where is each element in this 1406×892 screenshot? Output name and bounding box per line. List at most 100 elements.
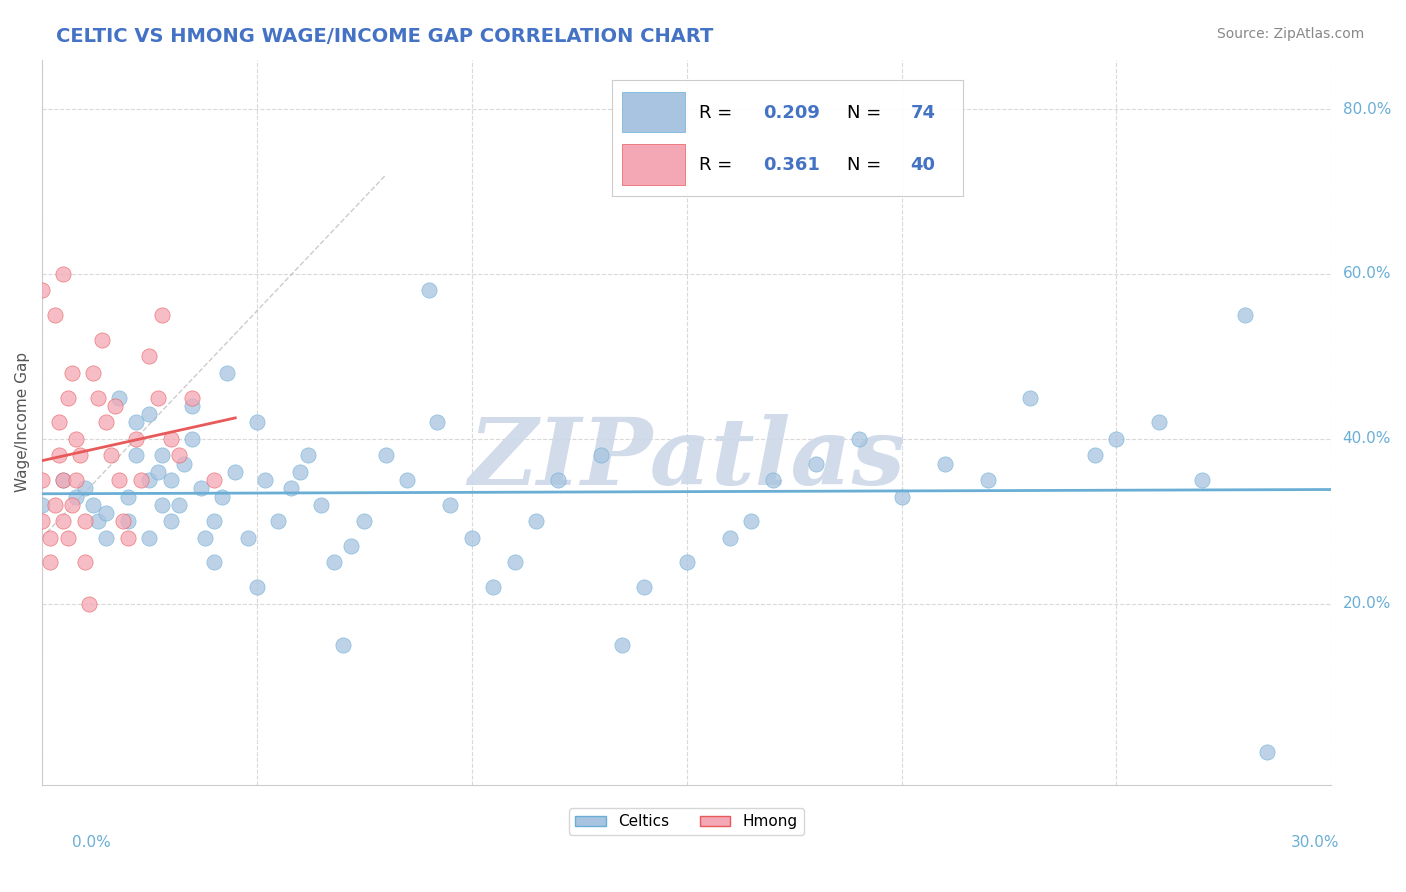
Point	[169, 498, 191, 512]
Point	[934, 457, 956, 471]
Point	[482, 580, 505, 594]
Point	[108, 473, 131, 487]
Point	[52, 514, 75, 528]
Legend: Celtics, Hmong: Celtics, Hmong	[569, 808, 804, 836]
Point	[246, 415, 269, 429]
Point	[1256, 745, 1278, 759]
Text: N =: N =	[848, 103, 887, 121]
Point	[86, 391, 108, 405]
Point	[73, 514, 96, 528]
Point	[1084, 448, 1107, 462]
Point	[610, 638, 633, 652]
Point	[150, 448, 173, 462]
Point	[718, 531, 741, 545]
Point	[86, 514, 108, 528]
Point	[69, 448, 91, 462]
Point	[246, 580, 269, 594]
Point	[150, 308, 173, 322]
Point	[202, 514, 225, 528]
Point	[254, 473, 277, 487]
Text: N =: N =	[848, 156, 887, 174]
Point	[96, 506, 118, 520]
Point	[39, 531, 62, 545]
Text: 20.0%: 20.0%	[1343, 596, 1391, 611]
Bar	[621, 144, 686, 185]
Point	[215, 366, 238, 380]
Point	[460, 531, 482, 545]
Bar	[621, 92, 686, 132]
Point	[418, 284, 440, 298]
Point	[224, 465, 246, 479]
Point	[150, 498, 173, 512]
Point	[633, 580, 655, 594]
Point	[31, 473, 53, 487]
Point	[848, 432, 870, 446]
Point	[297, 448, 319, 462]
Point	[288, 465, 311, 479]
Text: ZIPatlas: ZIPatlas	[468, 414, 905, 504]
Point	[426, 415, 449, 429]
Point	[181, 391, 204, 405]
Point	[503, 556, 526, 570]
Point	[44, 498, 66, 512]
Point	[82, 498, 104, 512]
Point	[236, 531, 259, 545]
Point	[138, 473, 160, 487]
Point	[56, 391, 79, 405]
Point	[125, 432, 148, 446]
Point	[56, 531, 79, 545]
Text: 0.361: 0.361	[763, 156, 820, 174]
Point	[1234, 308, 1257, 322]
Point	[129, 473, 152, 487]
Point	[138, 350, 160, 364]
Point	[125, 448, 148, 462]
Point	[73, 556, 96, 570]
Point	[202, 473, 225, 487]
Point	[547, 473, 569, 487]
Point	[104, 399, 127, 413]
Point	[589, 448, 612, 462]
Text: 40: 40	[911, 156, 935, 174]
Text: 80.0%: 80.0%	[1343, 102, 1391, 117]
Point	[125, 415, 148, 429]
Point	[44, 308, 66, 322]
Point	[267, 514, 290, 528]
Point	[976, 473, 998, 487]
Point	[280, 481, 302, 495]
Point	[31, 284, 53, 298]
Point	[82, 366, 104, 380]
Point	[31, 498, 53, 512]
Point	[159, 432, 181, 446]
Point	[100, 448, 122, 462]
Point	[146, 465, 169, 479]
Point	[332, 638, 354, 652]
Point	[159, 473, 181, 487]
Point	[396, 473, 419, 487]
Point	[340, 539, 363, 553]
Point	[91, 333, 114, 347]
Point	[439, 498, 461, 512]
Point	[146, 391, 169, 405]
Point	[48, 415, 70, 429]
Point	[169, 448, 191, 462]
Point	[117, 514, 139, 528]
Point	[323, 556, 346, 570]
Point	[65, 490, 87, 504]
Text: 0.209: 0.209	[763, 103, 820, 121]
Point	[353, 514, 375, 528]
Point	[108, 391, 131, 405]
Point	[73, 481, 96, 495]
Text: 40.0%: 40.0%	[1343, 432, 1391, 446]
Text: Source: ZipAtlas.com: Source: ZipAtlas.com	[1216, 27, 1364, 41]
Text: CELTIC VS HMONG WAGE/INCOME GAP CORRELATION CHART: CELTIC VS HMONG WAGE/INCOME GAP CORRELAT…	[56, 27, 714, 45]
Point	[1191, 473, 1213, 487]
Point	[181, 432, 204, 446]
Point	[309, 498, 332, 512]
Point	[52, 473, 75, 487]
Point	[374, 448, 396, 462]
Point	[138, 531, 160, 545]
Point	[181, 399, 204, 413]
Point	[52, 267, 75, 281]
Point	[202, 556, 225, 570]
Point	[39, 556, 62, 570]
